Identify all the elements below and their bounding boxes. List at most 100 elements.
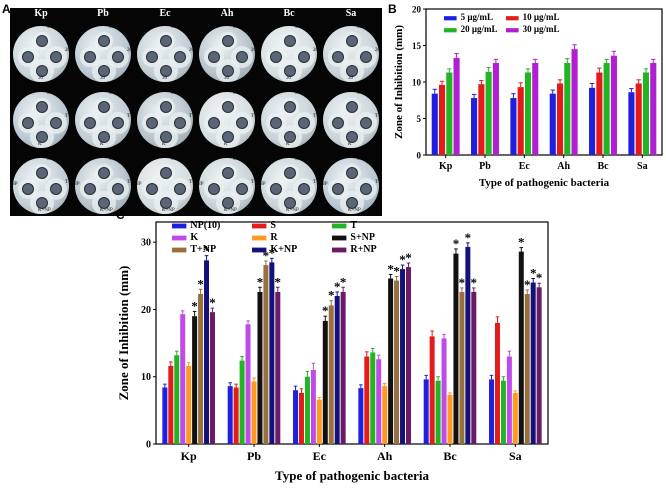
bar-bc <box>589 87 596 155</box>
well <box>236 51 248 63</box>
bar-ah <box>382 386 388 444</box>
bar-pb <box>227 386 233 444</box>
well-label: 30 <box>38 76 43 81</box>
bar-bc <box>429 336 435 444</box>
well-label: S+NP <box>109 158 121 162</box>
well <box>236 183 248 195</box>
well <box>360 183 372 195</box>
plate-column-label-kp: Kp <box>34 8 48 19</box>
well <box>112 51 124 63</box>
bar-ah <box>571 49 578 155</box>
plate-column-label-sa: Sa <box>345 8 357 19</box>
bar-pb <box>239 360 245 444</box>
well <box>332 183 344 195</box>
well <box>36 167 48 179</box>
well <box>284 65 296 77</box>
panel-b-letter: B <box>388 2 397 16</box>
well <box>160 167 172 179</box>
plate-column-label-bc: Bc <box>283 8 295 19</box>
bar-sa <box>500 380 506 444</box>
well <box>84 183 96 195</box>
x-category-label: Ec <box>519 161 531 172</box>
bar-ec <box>322 320 328 444</box>
well-label: K+NP <box>100 208 113 213</box>
well <box>98 167 110 179</box>
legend-label: 5 µg/mL <box>461 12 493 22</box>
bar-kp <box>198 293 204 444</box>
plot-frame <box>155 221 549 445</box>
bar-pb <box>257 291 263 444</box>
well-label: T <box>127 114 131 119</box>
bar-ec <box>298 392 304 444</box>
significance-star: * <box>459 275 466 290</box>
petri-dish-ah-row3: S+NP R+NP T+NP K+NP <box>199 158 255 214</box>
bar-sa <box>512 392 518 444</box>
bar-ah <box>394 280 400 444</box>
well-label: T+NP <box>251 180 255 185</box>
plate-column-label-ah: Ah <box>220 8 234 19</box>
legend-label: T+NP <box>190 244 216 255</box>
well-label: K <box>348 142 352 147</box>
x-category-label: Ah <box>377 449 393 463</box>
x-axis-title: Type of pathogenic bacteria <box>275 468 429 483</box>
bar-ec <box>510 98 517 155</box>
bar-bc <box>610 55 617 155</box>
well <box>98 131 110 143</box>
petri-dish-kp-row2: SRTK <box>13 92 69 148</box>
well-label: K+NP <box>38 208 51 213</box>
well <box>22 183 34 195</box>
bar-ah <box>400 269 406 444</box>
x-category-label: Pb <box>247 449 261 463</box>
bar-kp <box>209 312 215 444</box>
x-category-label: Kp <box>181 449 197 463</box>
legend-swatch <box>172 223 187 229</box>
bar-ah <box>549 93 556 155</box>
well <box>332 51 344 63</box>
bar-pb <box>471 98 478 155</box>
well <box>236 117 248 129</box>
well-label: 5 <box>295 26 298 30</box>
significance-star: * <box>263 248 270 263</box>
well-label: R+NP <box>199 182 204 187</box>
well <box>360 117 372 129</box>
petri-dish-bc-row1: 5102030 <box>261 26 317 82</box>
bar-ah <box>388 278 394 444</box>
bar-sa <box>524 293 530 444</box>
y-tick-label: 10 <box>141 372 151 383</box>
bar-ah <box>376 359 382 444</box>
bar-ec <box>334 296 340 444</box>
bar-sa <box>506 356 512 444</box>
y-tick-label: 0 <box>417 151 422 161</box>
bar-ec <box>293 390 299 444</box>
bar-bc <box>603 63 610 155</box>
bar-kp <box>180 314 186 444</box>
x-category-label: Sa <box>509 449 522 463</box>
petri-dish-ec-row2: SRTK <box>137 92 193 148</box>
y-tick-label: 10 <box>412 78 422 88</box>
well <box>346 131 358 143</box>
well <box>222 167 234 179</box>
petri-dish-sa-row1: 5102030 <box>323 26 379 82</box>
well <box>298 183 310 195</box>
significance-star: * <box>203 243 210 258</box>
petri-dish-sa-row2: SRTK <box>323 92 379 148</box>
well-label: K+NP <box>162 208 175 213</box>
well <box>270 117 282 129</box>
well <box>174 117 186 129</box>
well-label: R+NP <box>261 182 266 187</box>
bar-pb <box>233 387 239 444</box>
bar-kp <box>168 365 174 444</box>
well <box>160 65 172 77</box>
well <box>346 167 358 179</box>
petri-dish-pb-row1: 5102030 <box>75 26 131 82</box>
well-label: T+NP <box>65 180 69 185</box>
agar-plate-grid: 5102030SRTKS+NPR+NPT+NPK+NP5102030SRTKS+… <box>10 8 382 216</box>
well <box>270 183 282 195</box>
well <box>346 65 358 77</box>
well <box>112 183 124 195</box>
well-label: S <box>109 92 112 96</box>
bar-bc <box>465 246 471 444</box>
well <box>208 51 220 63</box>
x-category-label: Kp <box>439 161 453 172</box>
legend-label: K <box>190 232 198 243</box>
